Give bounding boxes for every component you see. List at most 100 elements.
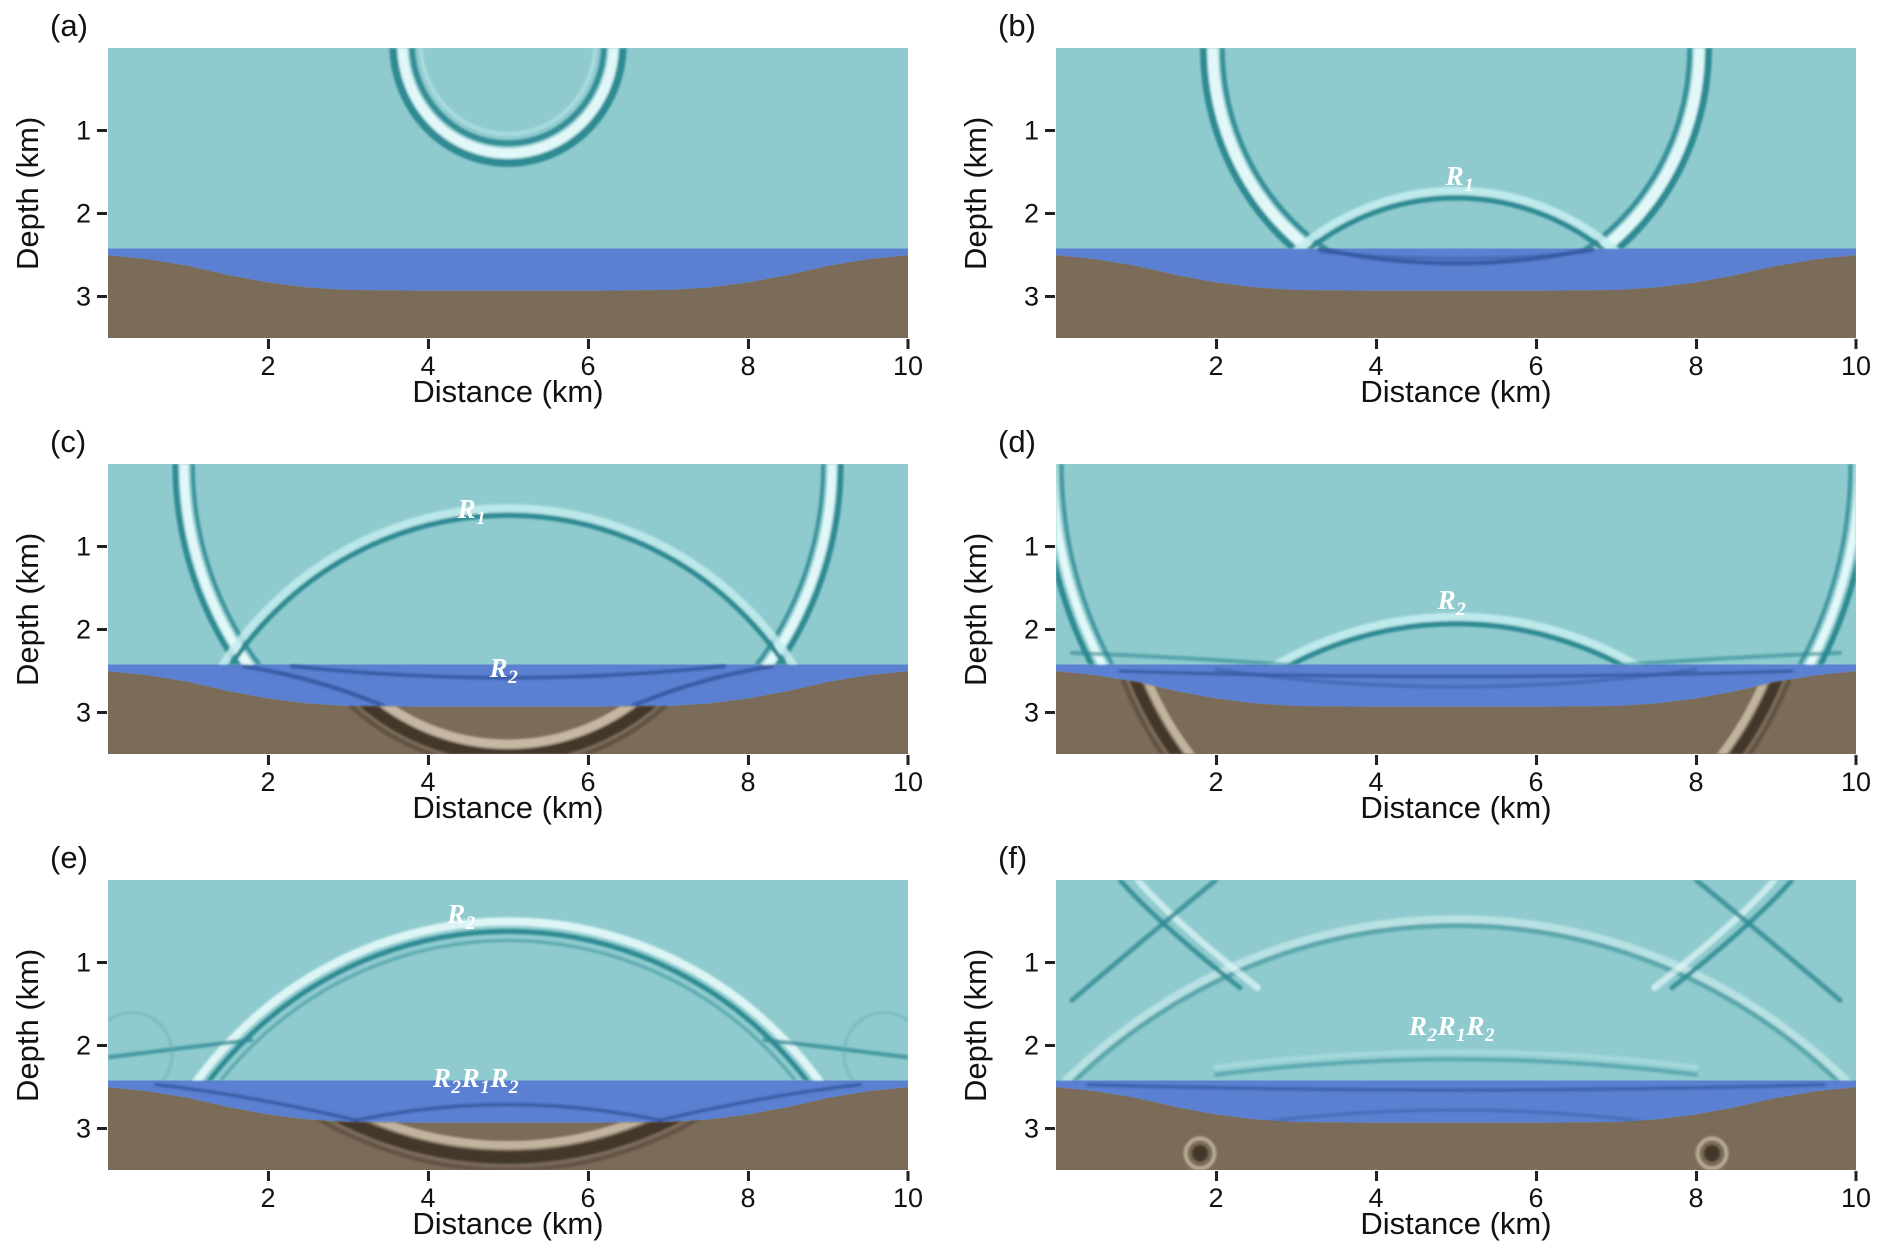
y-axis-ticks: 1 2 3 — [44, 464, 108, 754]
x-axis-title: Distance (km) — [1360, 790, 1552, 825]
y-tick-1: 1 — [76, 115, 108, 146]
x-tick-6: 6 — [1528, 338, 1543, 382]
y-tick-2: 2 — [76, 198, 108, 229]
wavefield-plot-c: R1 R2 — [108, 464, 908, 754]
x-tick-8: 8 — [1688, 338, 1703, 382]
y-tick-2: 2 — [76, 1030, 108, 1061]
x-tick-2: 2 — [1208, 338, 1223, 382]
x-tick-10: 10 — [1841, 754, 1871, 798]
y-axis-title: Depth (km) — [10, 948, 45, 1102]
x-tick-8: 8 — [740, 338, 755, 382]
wave-annotation: R1 — [1445, 160, 1475, 197]
x-tick-2: 2 — [260, 338, 275, 382]
wavefield-plot-b: R1 — [1056, 48, 1856, 338]
x-tick-10: 10 — [893, 754, 923, 798]
x-tick-4: 4 — [1368, 338, 1383, 382]
x-axis-ticks: 2 4 6 8 10 — [108, 754, 923, 797]
panel-c-label: (c) — [50, 424, 87, 459]
y-axis-ticks: 1 2 3 — [992, 464, 1056, 754]
wavefield-svg — [1056, 48, 1856, 338]
y-tick-1: 1 — [1024, 115, 1056, 146]
wavefield-svg — [1056, 880, 1856, 1170]
wave-annotation: R2 — [489, 652, 519, 689]
y-tick-3: 3 — [1024, 281, 1056, 312]
y-axis-title: Depth (km) — [958, 948, 993, 1102]
x-tick-4: 4 — [420, 1170, 435, 1214]
wavefield-plot-a — [108, 48, 908, 338]
x-axis-ticks: 2 4 6 8 10 — [108, 1170, 923, 1213]
y-tick-3: 3 — [76, 697, 108, 728]
y-axis-ticks: 1 2 3 — [992, 880, 1056, 1170]
wavefield-svg — [108, 48, 908, 338]
y-tick-1: 1 — [1024, 531, 1056, 562]
x-axis-ticks: 2 4 6 8 10 — [1056, 1170, 1871, 1213]
panel-a: (a) Depth (km) 1 2 3 2 4 6 8 10 Distance… — [8, 8, 936, 422]
x-axis-title: Distance (km) — [1360, 1206, 1552, 1241]
panel-a-label: (a) — [50, 8, 88, 43]
y-axis-title: Depth (km) — [10, 116, 45, 270]
x-tick-10: 10 — [1841, 338, 1871, 382]
panel-c: (c) Depth (km) 1 2 3 R1 R2 2 4 6 8 10 Dis… — [8, 424, 936, 838]
wavefield-svg — [1056, 464, 1856, 754]
x-tick-8: 8 — [740, 754, 755, 798]
x-axis-title: Distance (km) — [1360, 374, 1552, 409]
panel-d-label: (d) — [998, 424, 1036, 459]
y-tick-3: 3 — [76, 1113, 108, 1144]
y-axis-title: Depth (km) — [10, 532, 45, 686]
panel-b: (b) Depth (km) 1 2 3 R1 2 4 6 8 10 Dista… — [956, 8, 1884, 422]
panel-e: (e) Depth (km) 1 2 3 R2 R2R1R2 2 4 6 8 10… — [8, 840, 936, 1254]
x-axis-title: Distance (km) — [412, 790, 604, 825]
y-tick-2: 2 — [1024, 198, 1056, 229]
wave-annotation: R1 — [457, 493, 487, 530]
x-tick-4: 4 — [1368, 1170, 1383, 1214]
x-axis-title: Distance (km) — [412, 374, 604, 409]
y-axis-ticks: 1 2 3 — [992, 48, 1056, 338]
x-tick-2: 2 — [1208, 754, 1223, 798]
x-tick-6: 6 — [1528, 1170, 1543, 1214]
x-tick-8: 8 — [1688, 754, 1703, 798]
wave-annotation: R2 — [1437, 584, 1467, 621]
panel-f: (f) Depth (km) 1 2 3 R2R1R2 2 4 6 8 10 D… — [956, 840, 1884, 1254]
x-tick-2: 2 — [260, 754, 275, 798]
x-tick-2: 2 — [1208, 1170, 1223, 1214]
x-tick-10: 10 — [1841, 1170, 1871, 1214]
y-tick-1: 1 — [76, 947, 108, 978]
panel-e-label: (e) — [50, 840, 88, 875]
panel-b-label: (b) — [998, 8, 1036, 43]
y-tick-3: 3 — [1024, 697, 1056, 728]
y-tick-2: 2 — [76, 614, 108, 645]
y-tick-3: 3 — [76, 281, 108, 312]
x-axis-ticks: 2 4 6 8 10 — [108, 338, 923, 381]
x-tick-4: 4 — [420, 754, 435, 798]
x-tick-6: 6 — [580, 754, 595, 798]
x-axis-ticks: 2 4 6 8 10 — [1056, 338, 1871, 381]
panel-d: (d) Depth (km) 1 2 3 R2 2 4 6 8 10 Dista… — [956, 424, 1884, 838]
y-tick-3: 3 — [1024, 1113, 1056, 1144]
y-axis-ticks: 1 2 3 — [44, 48, 108, 338]
x-tick-6: 6 — [580, 338, 595, 382]
x-tick-4: 4 — [1368, 754, 1383, 798]
wavefield-plot-f: R2R1R2 — [1056, 880, 1856, 1170]
wave-annotation: R2 — [447, 899, 476, 935]
y-tick-2: 2 — [1024, 614, 1056, 645]
x-tick-10: 10 — [893, 1170, 923, 1214]
wavefield-svg — [108, 464, 908, 754]
x-tick-2: 2 — [260, 1170, 275, 1214]
x-tick-6: 6 — [1528, 754, 1543, 798]
wave-annotation: R2R1R2 — [432, 1063, 520, 1099]
x-tick-8: 8 — [740, 1170, 755, 1214]
wavefield-plot-d: R2 — [1056, 464, 1856, 754]
x-axis-title: Distance (km) — [412, 1206, 604, 1241]
wavefield-svg — [108, 880, 908, 1170]
panel-f-label: (f) — [998, 840, 1028, 875]
x-tick-8: 8 — [1688, 1170, 1703, 1214]
y-axis-title: Depth (km) — [958, 532, 993, 686]
x-tick-10: 10 — [893, 338, 923, 382]
y-tick-1: 1 — [1024, 947, 1056, 978]
y-axis-title: Depth (km) — [958, 116, 993, 270]
wave-annotation: R2R1R2 — [1408, 1010, 1496, 1047]
wavefield-plot-e: R2 R2R1R2 — [108, 880, 908, 1170]
y-tick-1: 1 — [76, 531, 108, 562]
x-axis-ticks: 2 4 6 8 10 — [1056, 754, 1871, 797]
